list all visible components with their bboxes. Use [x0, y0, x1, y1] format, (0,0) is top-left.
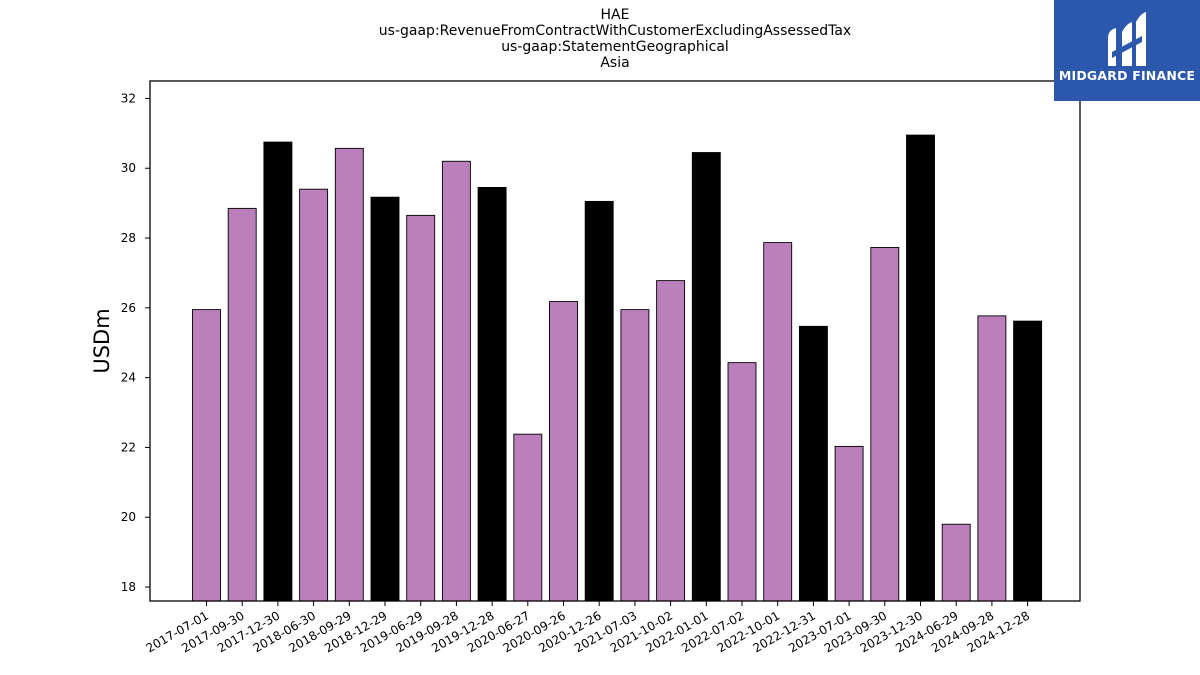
bar-2020-09-26 — [549, 301, 578, 602]
bar-2019-06-29 — [406, 214, 436, 602]
bar-2017-07-01 — [192, 309, 221, 602]
bar-2019-09-28 — [441, 160, 471, 602]
chart-title-line-4: Asia — [600, 55, 630, 71]
logo-text: MIDGARD FINANCE — [1058, 68, 1196, 83]
bar-2017-09-30 — [227, 207, 257, 602]
y-tick-label: 30 — [121, 161, 136, 175]
chart-title-line-2: us-gaap:RevenueFromContractWithCustomerE… — [378, 23, 852, 39]
logo-mark-icon — [1108, 12, 1146, 66]
bar-2018-06-30 — [299, 188, 329, 602]
bar-2024-09-28 — [977, 315, 1007, 602]
bar-2022-01-01 — [691, 152, 721, 602]
y-axis-label: USDm — [90, 308, 114, 373]
bar-2018-12-29 — [370, 196, 400, 602]
y-axis: 18 20 22 24 26 28 30 32 — [121, 91, 150, 594]
bar-2021-07-03 — [620, 309, 650, 602]
plot-frame — [149, 80, 1081, 602]
bar-2021-10-02 — [656, 280, 686, 602]
bar-2023-12-30 — [906, 134, 935, 602]
brand-logo: MIDGARD FINANCE — [1054, 0, 1200, 101]
bar-2022-10-01 — [763, 242, 793, 602]
y-tick-label: 32 — [121, 91, 136, 105]
bar-2023-07-01 — [834, 445, 864, 602]
chart-title-line-3: us-gaap:StatementGeographical — [501, 39, 729, 55]
y-tick-label: 18 — [121, 580, 136, 594]
bar-2020-12-26 — [584, 200, 614, 602]
bar-2023-09-30 — [870, 247, 900, 602]
bar-2020-06-27 — [513, 433, 543, 602]
bars-layer — [192, 134, 1043, 602]
y-tick-label: 22 — [121, 440, 136, 454]
bar-2018-09-29 — [334, 147, 364, 602]
bar-2017-12-30 — [263, 141, 293, 602]
y-tick-label: 28 — [121, 231, 136, 245]
bar-2024-12-28 — [1013, 320, 1043, 602]
bar-2022-07-02 — [727, 362, 757, 602]
bar-2022-12-31 — [798, 325, 828, 602]
x-axis: 2017-07-012017-09-302017-12-302018-06-30… — [144, 601, 1032, 655]
y-tick-label: 20 — [121, 510, 136, 524]
bar-2019-12-28 — [477, 186, 507, 602]
y-tick-label: 24 — [121, 371, 136, 385]
y-tick-label: 26 — [121, 301, 136, 315]
bar-2024-06-29 — [941, 523, 971, 602]
chart-title-line-1: HAE — [600, 7, 630, 23]
